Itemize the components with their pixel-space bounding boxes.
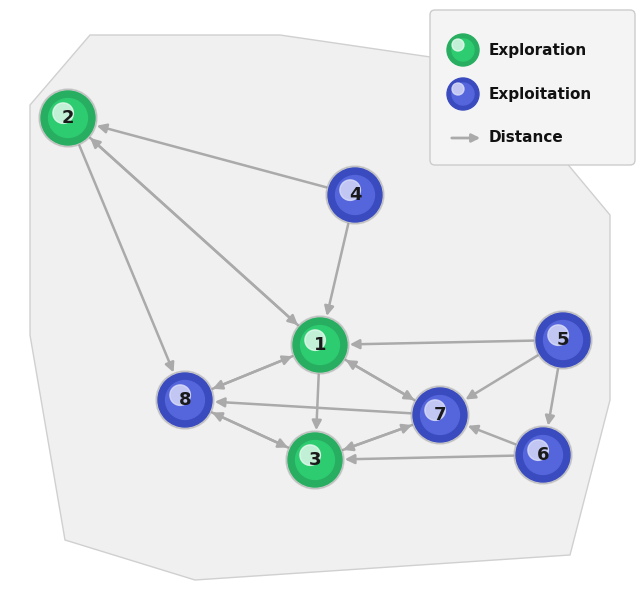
Polygon shape bbox=[30, 35, 610, 580]
Circle shape bbox=[41, 91, 95, 145]
Circle shape bbox=[328, 168, 382, 222]
Circle shape bbox=[536, 313, 590, 367]
Circle shape bbox=[452, 83, 474, 105]
Circle shape bbox=[158, 373, 212, 427]
Text: 4: 4 bbox=[349, 186, 361, 204]
Circle shape bbox=[452, 39, 464, 51]
Text: 6: 6 bbox=[537, 446, 549, 464]
Circle shape bbox=[170, 385, 191, 405]
Circle shape bbox=[452, 83, 464, 95]
Text: 2: 2 bbox=[61, 109, 74, 127]
Circle shape bbox=[543, 321, 582, 359]
Circle shape bbox=[166, 380, 204, 420]
Circle shape bbox=[516, 428, 570, 482]
Text: 7: 7 bbox=[434, 406, 446, 424]
Circle shape bbox=[524, 435, 563, 475]
Circle shape bbox=[156, 371, 214, 429]
Circle shape bbox=[301, 326, 339, 364]
Text: Exploitation: Exploitation bbox=[489, 86, 592, 101]
Circle shape bbox=[528, 440, 548, 461]
Circle shape bbox=[447, 34, 479, 66]
Circle shape bbox=[420, 396, 460, 434]
Circle shape bbox=[291, 316, 349, 374]
Text: Exploration: Exploration bbox=[489, 42, 588, 57]
Circle shape bbox=[39, 89, 97, 147]
Circle shape bbox=[514, 426, 572, 484]
Circle shape bbox=[425, 400, 445, 420]
Circle shape bbox=[452, 39, 474, 61]
FancyBboxPatch shape bbox=[430, 10, 635, 165]
Circle shape bbox=[288, 433, 342, 487]
Circle shape bbox=[305, 330, 325, 350]
Circle shape bbox=[326, 166, 384, 224]
Circle shape bbox=[548, 325, 568, 346]
Text: Distance: Distance bbox=[489, 130, 564, 145]
Circle shape bbox=[447, 78, 479, 110]
Circle shape bbox=[286, 431, 344, 489]
Circle shape bbox=[335, 175, 374, 215]
Text: 8: 8 bbox=[179, 391, 191, 409]
Circle shape bbox=[413, 388, 467, 442]
Circle shape bbox=[411, 386, 469, 444]
Circle shape bbox=[49, 98, 88, 137]
Circle shape bbox=[293, 318, 347, 372]
Circle shape bbox=[340, 180, 360, 200]
Circle shape bbox=[534, 311, 592, 369]
Circle shape bbox=[53, 103, 74, 124]
Circle shape bbox=[296, 441, 335, 479]
Text: 1: 1 bbox=[314, 336, 326, 354]
Circle shape bbox=[300, 445, 321, 466]
Text: 3: 3 bbox=[308, 451, 321, 469]
Text: 5: 5 bbox=[557, 331, 569, 349]
